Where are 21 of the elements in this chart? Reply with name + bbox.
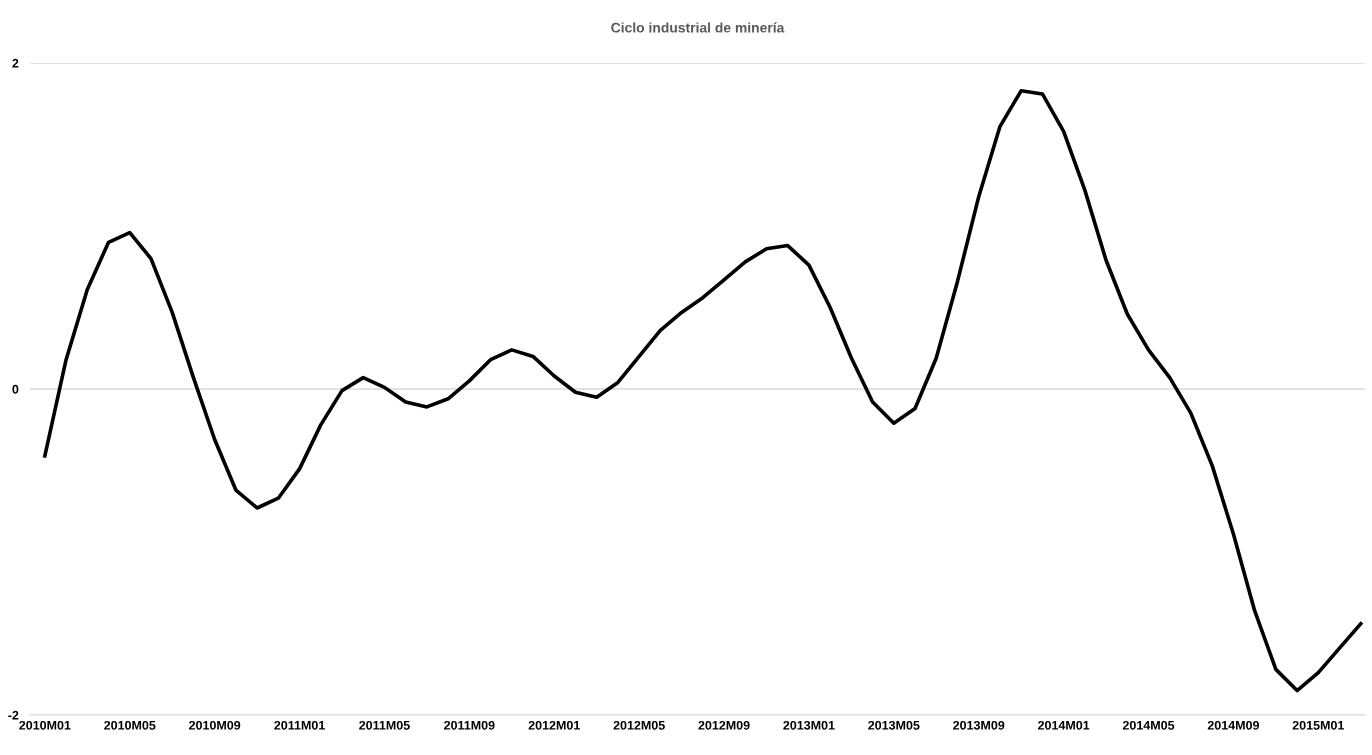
- x-tick-label: 2014M01: [1037, 720, 1090, 730]
- x-tick-label: 2012M01: [528, 720, 580, 730]
- x-tick-label: 2011M01: [274, 720, 325, 730]
- x-tick-label: 2012M09: [698, 720, 750, 730]
- y-tick-label: -2: [8, 710, 19, 720]
- x-tick-label: 2010M09: [189, 720, 241, 730]
- x-tick-label: 2010M05: [104, 720, 156, 730]
- x-tick-label: 2014M05: [1122, 720, 1175, 730]
- x-tick-label: 2012M05: [613, 720, 665, 730]
- x-tick-label: 2014M09: [1207, 720, 1260, 730]
- line-series: [43, 88, 1363, 693]
- y-tick-label: 2: [12, 58, 19, 68]
- chart-title: Ciclo industrial de minería: [611, 22, 785, 33]
- x-tick-label: 2011M09: [444, 720, 495, 730]
- x-tick-label: 2013M05: [868, 720, 920, 730]
- x-tick-label: 2010M01: [19, 720, 71, 730]
- x-tick-label: 2011M05: [359, 720, 410, 730]
- x-tick-label: 2013M09: [953, 720, 1005, 730]
- y-tick-label: 0: [12, 384, 19, 394]
- x-tick-label: 2013M01: [783, 720, 835, 730]
- x-tick-label: 2015M01: [1292, 720, 1345, 730]
